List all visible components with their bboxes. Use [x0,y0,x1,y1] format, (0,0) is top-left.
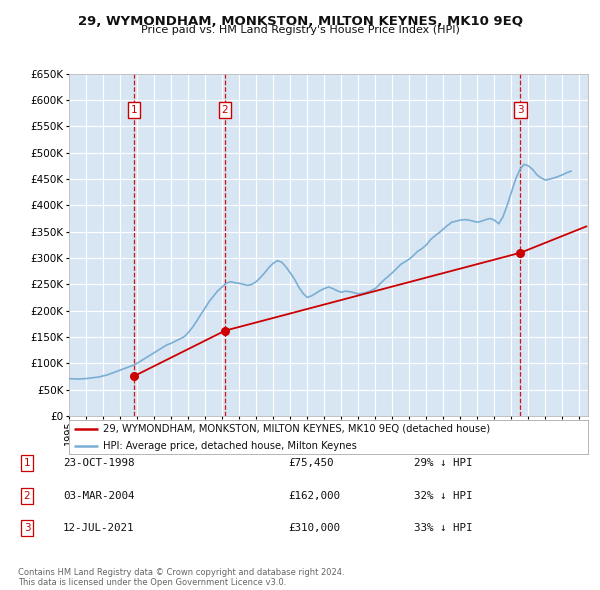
Text: £310,000: £310,000 [288,523,340,533]
Text: 12-JUL-2021: 12-JUL-2021 [63,523,134,533]
Text: HPI: Average price, detached house, Milton Keynes: HPI: Average price, detached house, Milt… [103,441,356,451]
Text: 1: 1 [131,104,137,114]
Bar [69,74,134,416]
Text: 29, WYMONDHAM, MONKSTON, MILTON KEYNES, MK10 9EQ: 29, WYMONDHAM, MONKSTON, MILTON KEYNES, … [77,15,523,28]
Text: 23-OCT-1998: 23-OCT-1998 [63,458,134,468]
Bar [225,74,520,416]
Text: 32% ↓ HPI: 32% ↓ HPI [414,491,473,500]
Text: 2: 2 [222,104,229,114]
Text: 33% ↓ HPI: 33% ↓ HPI [414,523,473,533]
Text: Price paid vs. HM Land Registry's House Price Index (HPI): Price paid vs. HM Land Registry's House … [140,25,460,35]
Text: 1: 1 [23,458,31,468]
Text: £162,000: £162,000 [288,491,340,500]
Text: 29, WYMONDHAM, MONKSTON, MILTON KEYNES, MK10 9EQ (detached house): 29, WYMONDHAM, MONKSTON, MILTON KEYNES, … [103,424,490,434]
Text: 29% ↓ HPI: 29% ↓ HPI [414,458,473,468]
Text: £75,450: £75,450 [288,458,334,468]
Bar [134,74,225,416]
Text: 03-MAR-2004: 03-MAR-2004 [63,491,134,500]
Text: Contains HM Land Registry data © Crown copyright and database right 2024.
This d: Contains HM Land Registry data © Crown c… [18,568,344,587]
Text: 3: 3 [23,523,31,533]
Text: 3: 3 [517,104,524,114]
Text: 2: 2 [23,491,31,500]
Bar [520,74,588,416]
